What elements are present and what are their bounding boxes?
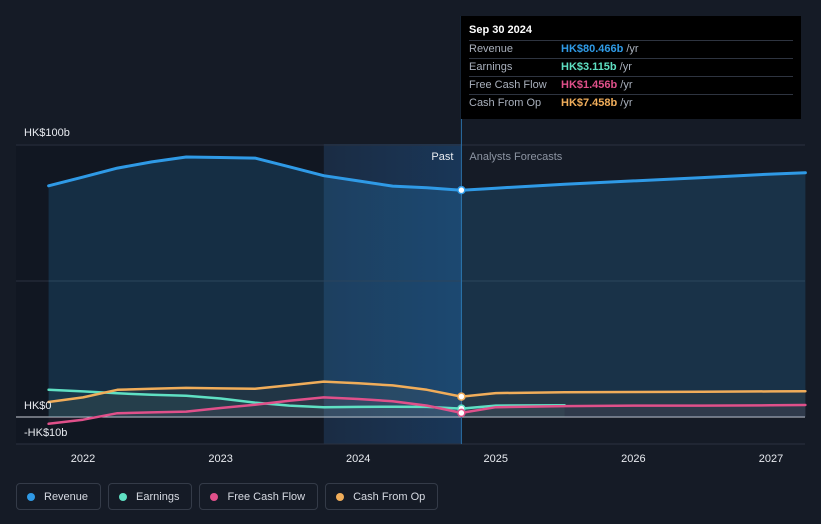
legend-dot-icon: [27, 492, 35, 501]
legend-item-free-cash-flow[interactable]: Free Cash Flow: [199, 483, 319, 510]
x-tick-label: 2023: [208, 453, 232, 465]
series-marker-revenue: [457, 185, 466, 195]
legend-item-cash-from-op[interactable]: Cash From Op: [325, 483, 439, 510]
series-marker-cash-from-op: [457, 392, 466, 401]
y-tick-label: HK$100b: [24, 127, 70, 139]
past-label: Past: [431, 151, 453, 163]
series-line-free-cash-flow: [47, 396, 807, 426]
legend-dot-icon: [210, 492, 219, 501]
tooltip-label: Revenue: [469, 43, 514, 55]
x-tick-label: 2025: [484, 453, 508, 465]
tooltip-unit: /yr: [620, 97, 633, 109]
tooltip-panel: Sep 30 2024 Revenue HK$80.466b /yr Earni…: [461, 16, 801, 119]
tooltip-unit: /yr: [626, 43, 639, 55]
legend-label: Revenue: [44, 490, 89, 503]
highlight-band: [323, 144, 462, 444]
tooltip-unit: /yr: [619, 61, 632, 73]
legend-dot-icon: [336, 492, 345, 501]
legend-item-revenue[interactable]: Revenue: [16, 483, 102, 510]
tooltip-row-revenue: Revenue HK$80.466b /yr: [469, 40, 793, 58]
legend-label: Earnings: [136, 490, 180, 503]
series-line-revenue: [47, 155, 807, 192]
series-line-earnings: [47, 388, 566, 410]
forecast-label: Analysts Forecasts: [469, 151, 562, 163]
y-tick-label: HK$0: [24, 400, 52, 412]
tooltip-value: HK$3.115b: [561, 61, 617, 73]
y-tick-label: -HK$10b: [24, 427, 67, 439]
tooltip-value: HK$7.458b: [561, 97, 618, 109]
legend-dot-icon: [119, 492, 128, 501]
tooltip-value: HK$80.466b: [561, 43, 624, 55]
x-tick-label: 2022: [71, 453, 95, 465]
series-marker-free-cash-flow: [457, 408, 466, 418]
chart-legend: Revenue Earnings Free Cash Flow Cash Fro…: [16, 483, 439, 510]
financial-chart: HK$100b HK$0 -HK$10b 2022 2023 2024 2025 2026 20…: [16, 16, 807, 465]
tooltip-row-cash-from-op: Cash From Op HK$7.458b /yr: [469, 94, 793, 112]
x-tick-label: 2024: [346, 453, 370, 465]
series-area-cash-from-op: [48, 381, 806, 417]
legend-label: Cash From Op: [353, 490, 426, 503]
series-line-cash-from-op: [47, 380, 807, 404]
tooltip-row-earnings: Earnings HK$3.115b /yr: [469, 58, 793, 76]
tooltip-label: Earnings: [469, 61, 513, 73]
x-tick-label: 2027: [759, 453, 783, 465]
tooltip-label: Free Cash Flow: [469, 79, 547, 91]
tooltip-label: Cash From Op: [469, 97, 542, 109]
tooltip-value: HK$1.456b: [561, 79, 618, 91]
legend-item-earnings[interactable]: Earnings: [108, 483, 193, 510]
tooltip-row-free-cash-flow: Free Cash Flow HK$1.456b /yr: [469, 76, 793, 94]
series-area-revenue: [48, 157, 806, 417]
legend-label: Free Cash Flow: [227, 490, 306, 503]
tooltip-unit: /yr: [620, 79, 633, 91]
x-tick-label: 2026: [621, 453, 645, 465]
series-area-free-cash-flow: [48, 397, 806, 424]
tooltip-date: Sep 30 2024: [469, 24, 532, 36]
